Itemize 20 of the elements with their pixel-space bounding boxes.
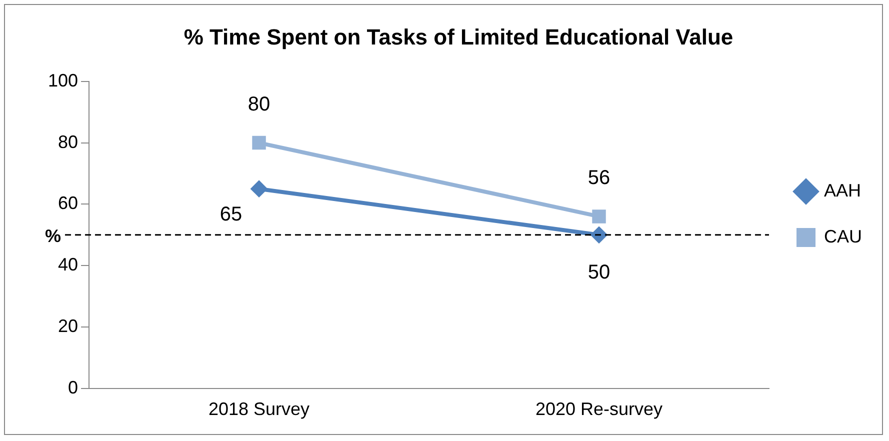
y-tick-label: 60 (58, 193, 78, 214)
legend-label: AAH (824, 180, 862, 200)
data-label: 65 (220, 203, 242, 226)
legend-label: CAU (824, 226, 862, 246)
y-tick-label: 40 (58, 254, 78, 275)
x-tick-label: 2020 Re-survey (535, 399, 663, 420)
point (252, 136, 266, 150)
data-label: 50 (588, 261, 610, 284)
point (250, 180, 268, 198)
y-tick-label: 100 (48, 70, 78, 90)
data-label: 56 (588, 166, 610, 189)
y-tick-label: 20 (58, 316, 78, 336)
chart-title: % Time Spent on Tasks of Limited Educational Value (184, 24, 734, 50)
data-label: 80 (248, 93, 270, 116)
y-tick-label: 80 (58, 132, 78, 152)
y-tick-label: 0 (68, 377, 78, 398)
x-tick-label: 2018 Survey (208, 399, 310, 420)
y-axis-title: % (44, 226, 62, 246)
point (590, 226, 608, 244)
point (592, 210, 606, 224)
